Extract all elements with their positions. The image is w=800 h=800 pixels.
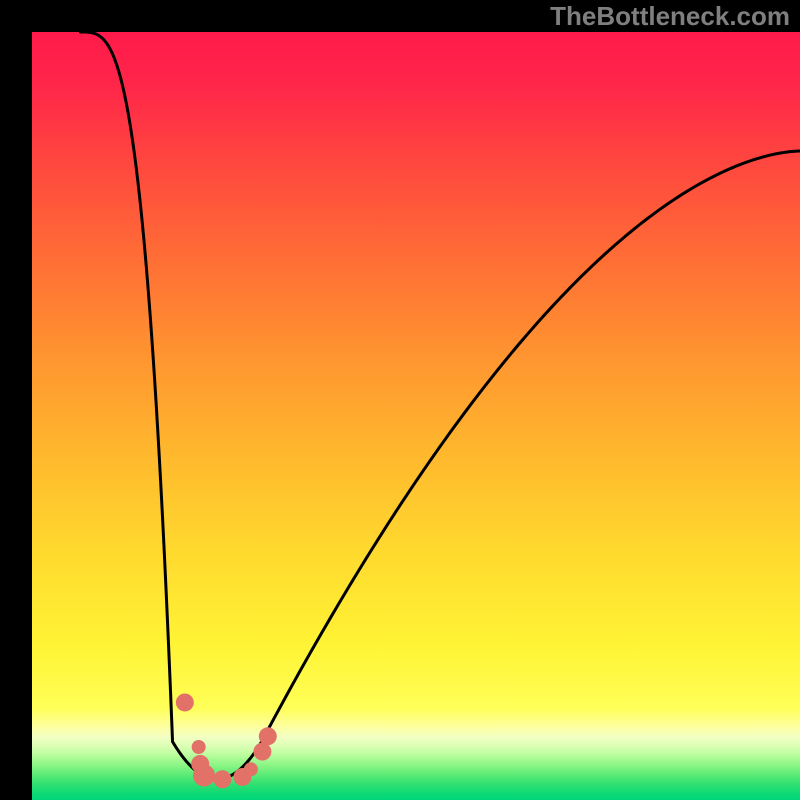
data-marker xyxy=(213,770,231,788)
data-marker xyxy=(192,740,206,754)
data-marker xyxy=(259,727,277,745)
plot-area xyxy=(32,32,800,800)
watermark-text: TheBottleneck.com xyxy=(550,1,790,31)
bottleneck-chart: TheBottleneck.com xyxy=(0,0,800,800)
data-marker xyxy=(193,764,215,786)
data-marker xyxy=(253,743,271,761)
data-marker xyxy=(176,693,194,711)
data-marker xyxy=(244,762,258,776)
